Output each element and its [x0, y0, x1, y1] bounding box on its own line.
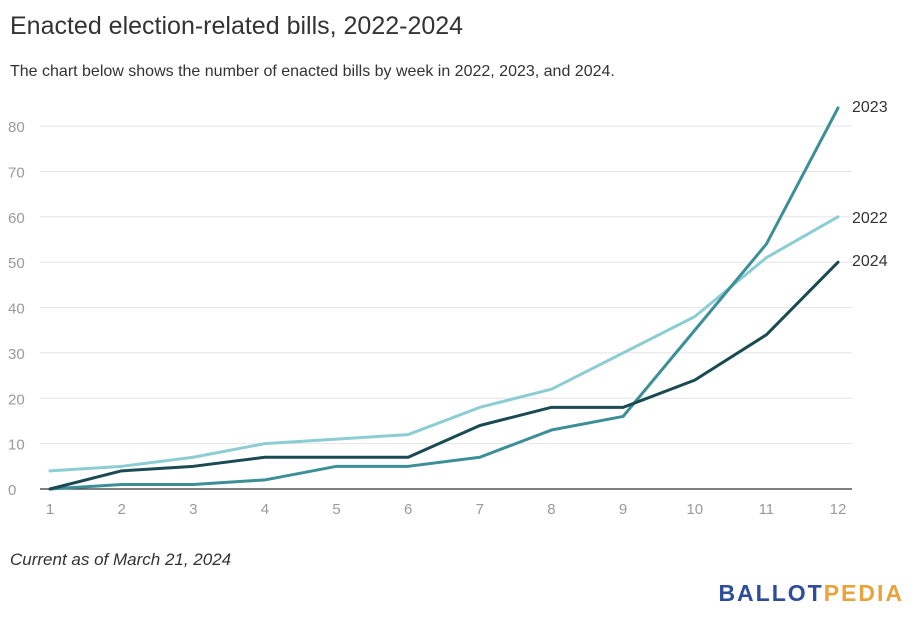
x-tick-label: 11 — [759, 501, 775, 518]
y-tick-label: 50 — [8, 255, 25, 272]
y-tick-label: 80 — [8, 119, 25, 136]
x-tick-label: 7 — [476, 501, 484, 518]
series-labels: 2022 2023 2024 — [852, 99, 888, 270]
series-line-2022 — [48, 215, 840, 473]
y-tick-label: 40 — [8, 301, 25, 318]
y-tick-label: 60 — [8, 210, 25, 227]
x-tick-label: 4 — [261, 501, 269, 518]
x-tick-label: 12 — [830, 501, 847, 518]
x-tick-label: 5 — [332, 501, 340, 518]
y-tick-label: 10 — [8, 437, 25, 454]
x-tick-label: 9 — [619, 501, 627, 518]
series-lines — [48, 106, 840, 491]
x-tick-label: 2 — [117, 501, 125, 518]
grid-lines — [40, 125, 852, 490]
series-label-2022: 2022 — [852, 210, 888, 227]
series-label-2023: 2023 — [852, 99, 888, 116]
logo-part-pedia: PEDIA — [823, 580, 904, 606]
data-note: Current as of March 21, 2024 — [10, 550, 232, 569]
ballotpedia-logo: BALLOTPEDIA — [718, 580, 904, 607]
x-tick-label: 10 — [686, 501, 703, 518]
series-line-2024 — [48, 260, 840, 491]
y-tick-label: 20 — [8, 391, 25, 408]
logo-part-ballot: BALLOT — [718, 580, 824, 606]
x-tick-label: 8 — [547, 501, 555, 518]
series-line-2023 — [48, 106, 840, 491]
y-tick-label: 0 — [8, 482, 16, 499]
chart-title: Enacted election-related bills, 2022-202… — [10, 12, 464, 40]
y-tick-label: 30 — [8, 346, 25, 363]
y-tick-label: 70 — [8, 165, 25, 182]
y-axis-ticks: 0 10 20 30 40 50 60 70 80 — [8, 119, 25, 499]
chart-subtitle: The chart below shows the number of enac… — [10, 63, 615, 80]
x-tick-label: 3 — [189, 501, 197, 518]
x-tick-label: 1 — [46, 501, 54, 518]
x-axis-ticks: 1 2 3 4 5 6 7 8 9 10 11 12 — [46, 501, 847, 518]
series-label-2024: 2024 — [852, 253, 888, 270]
x-tick-label: 6 — [404, 501, 412, 518]
